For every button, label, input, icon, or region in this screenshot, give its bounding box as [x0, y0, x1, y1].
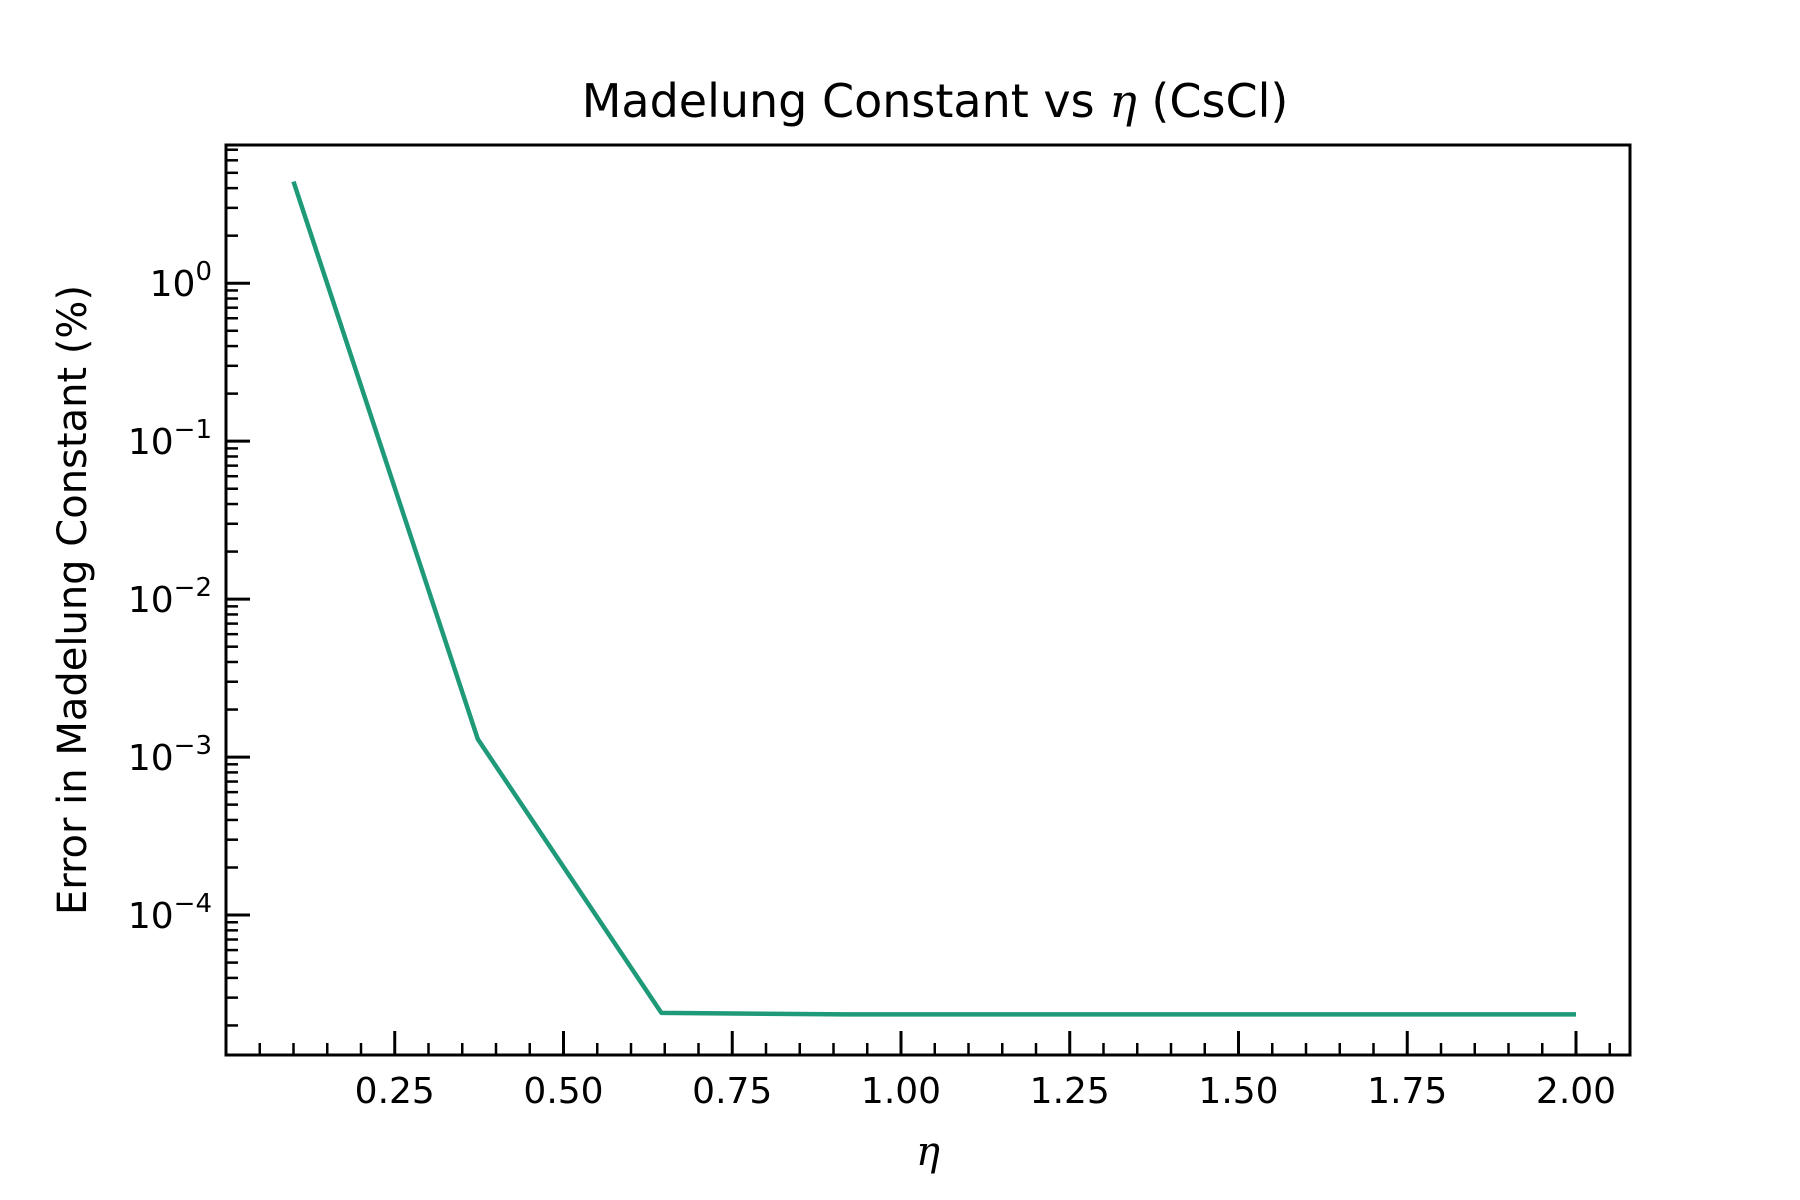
y-tick-label: 10−2 [128, 573, 212, 621]
x-tick-label: 2.00 [1536, 1071, 1616, 1112]
y-tick-exponent: −1 [174, 415, 212, 445]
x-tick-label: 0.75 [692, 1071, 772, 1112]
y-tick-label: 100 [150, 257, 212, 305]
y-tick-base: 10 [150, 264, 196, 305]
y-axis-label: Error in Madelung Constant (%) [50, 285, 96, 915]
chart-title-prefix: Madelung Constant vs [582, 74, 1110, 128]
x-tick-label: 1.50 [1198, 1071, 1278, 1112]
y-tick-base: 10 [128, 580, 174, 621]
plot-frame [224, 143, 1632, 1057]
axis-ticks: 0.25 0.50 0.75 1.00 1.25 1.50 1.75 2.0010010−11… [128, 148, 1616, 1112]
chart-title-symbol: η [1109, 74, 1137, 128]
y-tick-exponent: −3 [174, 731, 212, 761]
x-axis-label: η [916, 1129, 940, 1175]
y-tick-exponent: 0 [195, 257, 212, 287]
series-layer [291, 180, 1576, 1017]
x-tick-label: 1.75 [1367, 1071, 1447, 1112]
y-tick-base: 10 [128, 896, 174, 937]
x-tick-label: 0.25 [355, 1071, 435, 1112]
y-tick-label: 10−3 [128, 731, 212, 779]
y-tick-base: 10 [128, 422, 174, 463]
x-tick-label: 1.25 [1030, 1071, 1110, 1112]
series-line [291, 180, 1576, 1017]
y-tick-base: 10 [128, 738, 174, 779]
chart-title-suffix: (CsCl) [1137, 74, 1289, 128]
y-tick-exponent: −4 [174, 889, 212, 919]
y-tick-label: 10−4 [128, 889, 212, 937]
chart-title: Madelung Constant vs η (CsCl) [582, 74, 1289, 128]
x-tick-label: 1.00 [861, 1071, 941, 1112]
y-tick-exponent: −2 [174, 573, 212, 603]
y-tick-label: 10−1 [128, 415, 212, 463]
x-tick-label: 0.50 [523, 1071, 603, 1112]
